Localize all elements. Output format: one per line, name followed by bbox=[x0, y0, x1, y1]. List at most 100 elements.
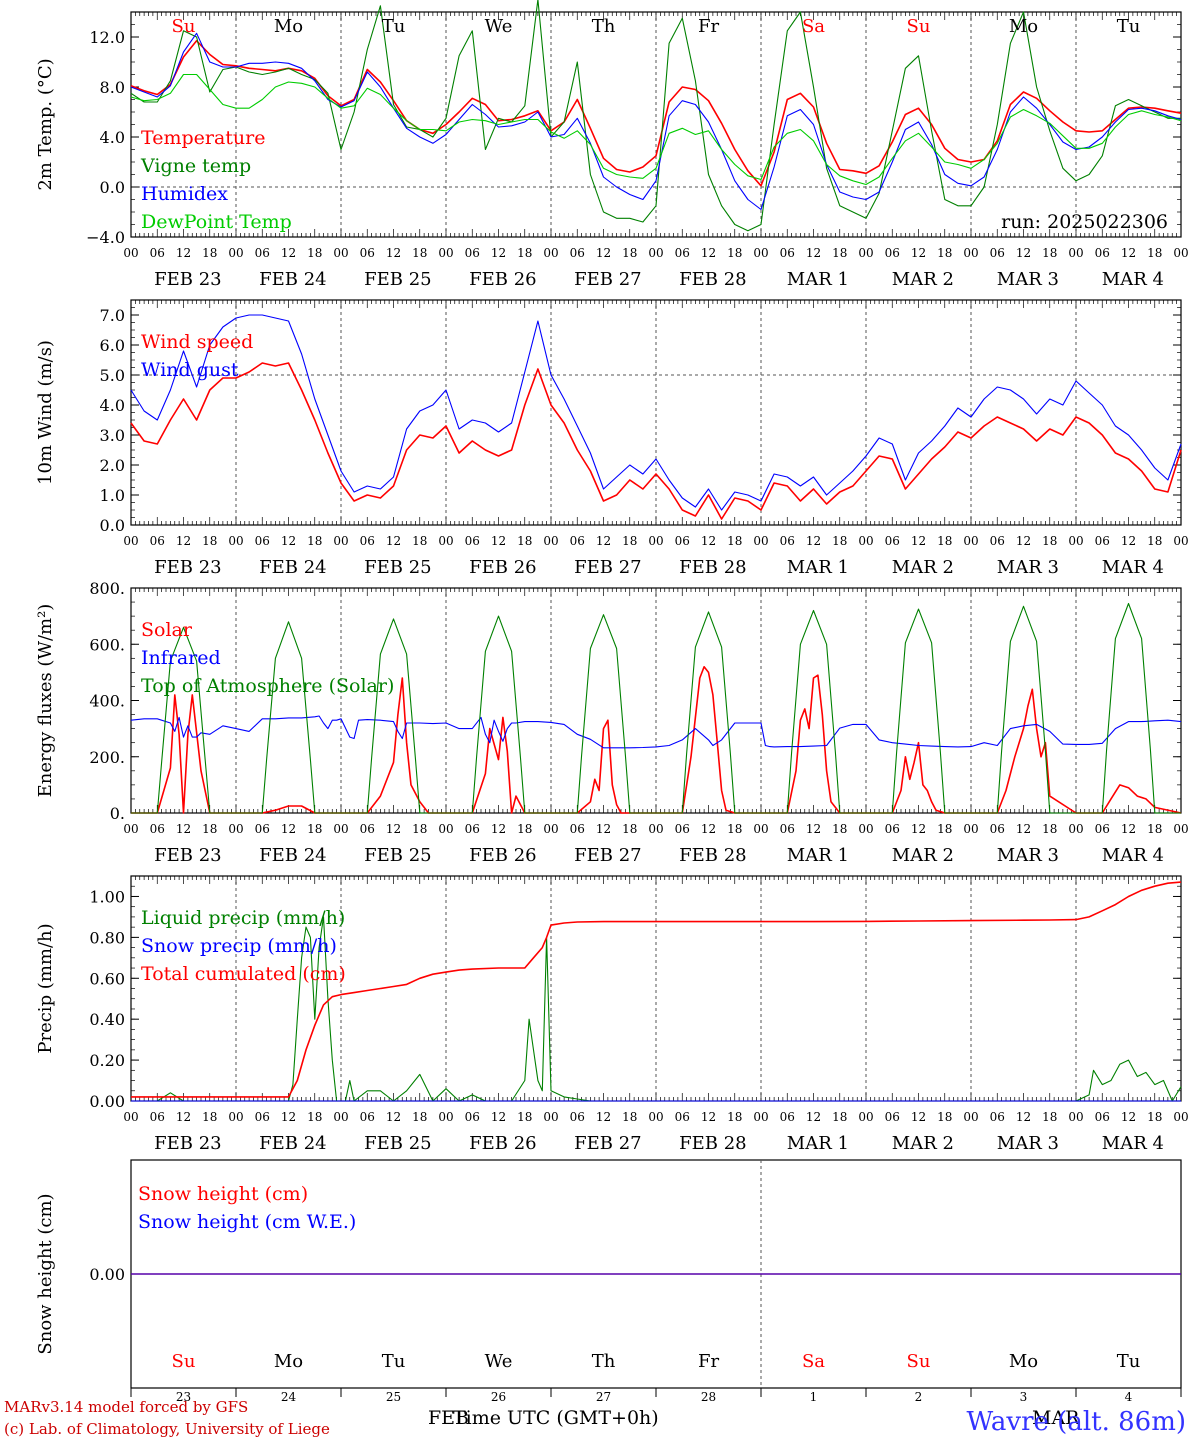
day-name-label: Mo bbox=[274, 16, 303, 37]
hour-tick-label: 06 bbox=[360, 246, 375, 260]
hour-tick-label: 06 bbox=[255, 1110, 270, 1124]
hour-tick-label: 18 bbox=[202, 246, 217, 260]
hour-tick-label: 06 bbox=[255, 822, 270, 836]
hour-tick-label: 12 bbox=[176, 246, 191, 260]
hour-tick-label: 18 bbox=[517, 534, 532, 548]
month-feb-label: FEB bbox=[428, 1407, 469, 1429]
y-axis-label: 10m Wind (m/s) bbox=[35, 340, 56, 485]
hour-tick-label: 12 bbox=[1121, 1110, 1136, 1124]
hour-tick-label: 12 bbox=[281, 822, 296, 836]
hour-tick-label: 12 bbox=[911, 822, 926, 836]
date-label: FEB 23 bbox=[154, 557, 221, 578]
hour-tick-label: 06 bbox=[465, 246, 480, 260]
day-name-label: Mo bbox=[1009, 16, 1038, 37]
hour-tick-label: 06 bbox=[675, 822, 690, 836]
hour-tick-label: 06 bbox=[1095, 534, 1110, 548]
hour-tick-label: 18 bbox=[1042, 534, 1057, 548]
hour-tick-label: 00 bbox=[858, 534, 873, 548]
hour-tick-label: 18 bbox=[307, 1110, 322, 1124]
hour-tick-label: 18 bbox=[727, 1110, 742, 1124]
panel-1: −4.0 0.0 4.0 8.0 12.0 2m Temp. (°C) Temperatur… bbox=[35, 0, 1189, 290]
hour-tick-label: 06 bbox=[465, 534, 480, 548]
hour-tick-label: 18 bbox=[1147, 822, 1162, 836]
y-tick-label: −4.0 bbox=[86, 228, 125, 247]
day-name-label: Th bbox=[592, 1351, 616, 1372]
hour-tick-label: 18 bbox=[1042, 1110, 1057, 1124]
month-mar-label: MAR bbox=[1032, 1407, 1080, 1429]
hour-tick-label: 00 bbox=[1173, 1110, 1188, 1124]
hour-tick-label: 18 bbox=[1147, 1110, 1162, 1124]
hour-tick-label: 06 bbox=[675, 246, 690, 260]
hour-tick-label: 12 bbox=[386, 246, 401, 260]
day-name-label: We bbox=[485, 16, 513, 37]
y-tick-label: 1.00 bbox=[89, 887, 125, 906]
date-label: FEB 25 bbox=[364, 557, 431, 578]
day-number-label: 25 bbox=[386, 1390, 401, 1404]
hour-tick-label: 00 bbox=[228, 534, 243, 548]
hour-tick-label: 18 bbox=[1042, 822, 1057, 836]
day-name-label: Sa bbox=[802, 1351, 825, 1372]
hour-tick-label: 06 bbox=[990, 534, 1005, 548]
hour-tick-label: 18 bbox=[937, 534, 952, 548]
day-number-label: 2 bbox=[915, 1390, 923, 1404]
y-axis-label: 2m Temp. (°C) bbox=[35, 58, 56, 190]
day-number-label: 28 bbox=[701, 1390, 716, 1404]
hour-tick-label: 12 bbox=[386, 822, 401, 836]
hour-tick-label: 00 bbox=[438, 1110, 453, 1124]
hour-tick-label: 12 bbox=[596, 822, 611, 836]
legend-entry: Wind gust bbox=[141, 359, 239, 381]
hour-tick-label: 12 bbox=[281, 246, 296, 260]
y-tick-label: 2.0 bbox=[100, 456, 125, 475]
date-label: FEB 26 bbox=[469, 1133, 536, 1154]
day-name-label: Fr bbox=[698, 1351, 719, 1372]
date-label: FEB 26 bbox=[469, 269, 536, 290]
hour-tick-label: 12 bbox=[1016, 822, 1031, 836]
hour-tick-label: 00 bbox=[123, 822, 138, 836]
hour-tick-label: 12 bbox=[386, 1110, 401, 1124]
y-tick-label: 600. bbox=[89, 635, 125, 654]
hour-tick-label: 18 bbox=[202, 534, 217, 548]
hour-tick-label: 06 bbox=[1095, 246, 1110, 260]
hour-tick-label: 18 bbox=[832, 1110, 847, 1124]
date-label: MAR 2 bbox=[892, 269, 954, 290]
hour-tick-label: 00 bbox=[123, 1110, 138, 1124]
date-label: FEB 25 bbox=[364, 845, 431, 866]
hour-tick-label: 00 bbox=[648, 534, 663, 548]
panel-5: 0.00 Snow height (cm) Snow height (cm) Snow… bbox=[35, 1159, 1182, 1404]
legend-entry: DewPoint Temp bbox=[141, 211, 292, 233]
hour-tick-label: 18 bbox=[202, 822, 217, 836]
hour-tick-label: 18 bbox=[307, 534, 322, 548]
hour-tick-label: 12 bbox=[176, 1110, 191, 1124]
hour-tick-label: 00 bbox=[963, 1110, 978, 1124]
y-tick-label: 0.00 bbox=[89, 1092, 125, 1111]
y-tick-label: 0.0 bbox=[100, 178, 125, 197]
day-name-label: Tu bbox=[1117, 16, 1141, 37]
hour-tick-label: 06 bbox=[780, 822, 795, 836]
date-label: MAR 4 bbox=[1102, 1133, 1164, 1154]
hour-tick-label: 06 bbox=[675, 1110, 690, 1124]
legend-entry: Temperature bbox=[141, 127, 265, 149]
day-number-label: 1 bbox=[810, 1390, 818, 1404]
day-name-label: Tu bbox=[1117, 1351, 1141, 1372]
hour-tick-label: 00 bbox=[1068, 246, 1083, 260]
hour-tick-label: 06 bbox=[990, 822, 1005, 836]
y-tick-label: 5.0 bbox=[100, 366, 125, 385]
y-tick-label: 0.20 bbox=[89, 1051, 125, 1070]
legend-entry: Top of Atmosphere (Solar) bbox=[141, 675, 394, 697]
lab-credit: (c) Lab. of Climatology, University of L… bbox=[4, 1420, 330, 1438]
series-line bbox=[130, 73, 1182, 186]
hour-tick-label: 12 bbox=[281, 534, 296, 548]
hour-tick-label: 00 bbox=[753, 534, 768, 548]
day-number-label: 4 bbox=[1125, 1390, 1133, 1404]
hour-tick-label: 06 bbox=[360, 1110, 375, 1124]
hour-tick-label: 12 bbox=[911, 246, 926, 260]
hour-tick-label: 18 bbox=[727, 822, 742, 836]
hour-tick-label: 00 bbox=[228, 246, 243, 260]
y-tick-label: 3.0 bbox=[100, 426, 125, 445]
hour-tick-label: 12 bbox=[911, 534, 926, 548]
series-line bbox=[130, 39, 1182, 187]
hour-tick-label: 06 bbox=[570, 246, 585, 260]
y-tick-label: 200. bbox=[89, 748, 125, 767]
date-label: MAR 1 bbox=[787, 845, 849, 866]
